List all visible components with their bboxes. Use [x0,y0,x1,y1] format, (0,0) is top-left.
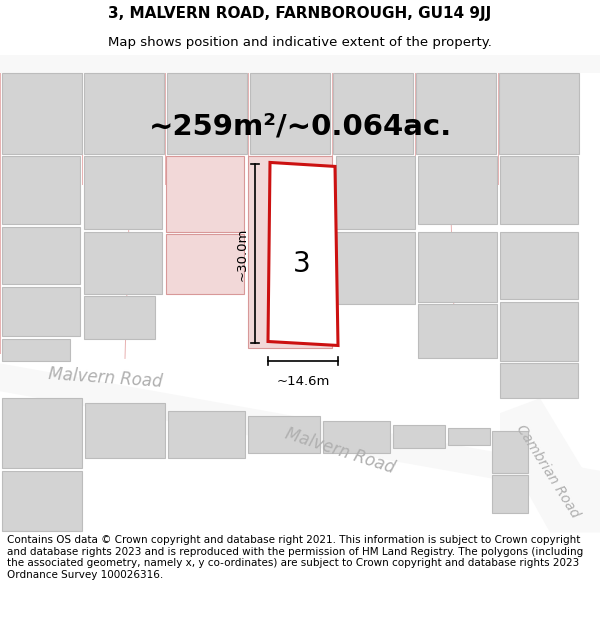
Text: Contains OS data © Crown copyright and database right 2021. This information is : Contains OS data © Crown copyright and d… [7,535,583,580]
Polygon shape [499,73,579,154]
Polygon shape [418,232,497,302]
Polygon shape [84,232,162,294]
Polygon shape [2,287,80,336]
Polygon shape [448,428,490,445]
Polygon shape [492,475,528,512]
Polygon shape [492,431,528,472]
Polygon shape [500,302,578,361]
Text: Malvern Road: Malvern Road [47,366,163,391]
Text: ~30.0m: ~30.0m [236,228,249,281]
Polygon shape [333,73,413,154]
Polygon shape [336,232,415,304]
Polygon shape [416,73,496,154]
Polygon shape [0,363,600,498]
Text: ~259m²/~0.064ac.: ~259m²/~0.064ac. [148,112,452,141]
Text: 3: 3 [293,250,311,278]
Polygon shape [500,363,578,398]
Polygon shape [166,234,244,294]
Polygon shape [248,416,320,453]
Polygon shape [418,304,497,358]
Polygon shape [168,411,245,458]
Polygon shape [84,156,162,229]
Polygon shape [2,339,70,361]
Polygon shape [167,73,247,154]
Polygon shape [500,398,600,532]
Polygon shape [84,296,155,339]
Text: Map shows position and indicative extent of the property.: Map shows position and indicative extent… [108,36,492,49]
Polygon shape [323,421,390,453]
Polygon shape [248,156,332,349]
Polygon shape [2,156,80,224]
Polygon shape [336,156,415,229]
Polygon shape [85,403,165,458]
Text: Cambrian Road: Cambrian Road [514,422,583,520]
Polygon shape [250,73,330,154]
Polygon shape [393,425,445,448]
Polygon shape [2,227,80,284]
Polygon shape [500,232,578,299]
Text: ~14.6m: ~14.6m [277,376,329,388]
Polygon shape [84,73,164,154]
Polygon shape [2,398,82,468]
Polygon shape [0,55,600,73]
Text: Malvern Road: Malvern Road [283,425,397,477]
Polygon shape [268,162,338,346]
Text: 3, MALVERN ROAD, FARNBOROUGH, GU14 9JJ: 3, MALVERN ROAD, FARNBOROUGH, GU14 9JJ [109,6,491,21]
Polygon shape [166,156,244,232]
Polygon shape [418,156,497,224]
Polygon shape [500,156,578,224]
Polygon shape [2,471,82,531]
Polygon shape [2,73,82,154]
